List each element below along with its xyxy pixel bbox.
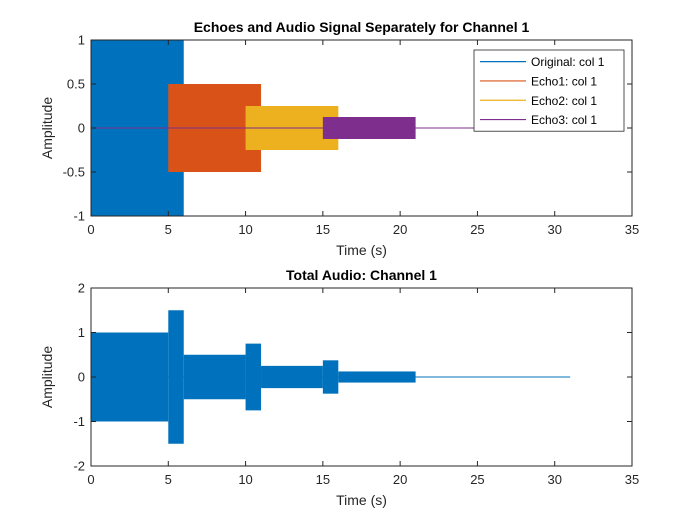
y-tick-label: -1: [73, 209, 85, 224]
x-tick-label: 0: [87, 472, 94, 487]
x-tick-label: 5: [165, 222, 172, 237]
signal-block: [245, 343, 262, 411]
x-axis-label: Time (s): [336, 492, 387, 508]
x-tick-label: 10: [238, 222, 252, 237]
signal-block: [322, 360, 339, 394]
x-tick-label: 35: [625, 222, 639, 237]
x-tick-label: 5: [165, 472, 172, 487]
x-tick-label: 35: [625, 472, 639, 487]
signal-block: [322, 117, 416, 139]
signal-block: [91, 332, 169, 422]
x-tick-label: 25: [470, 472, 484, 487]
y-axis-label: Amplitude: [39, 346, 55, 408]
x-axis-label: Time (s): [336, 242, 387, 258]
x-tick-label: 15: [316, 222, 330, 237]
y-tick-label: 1: [78, 33, 85, 48]
x-tick-label: 10: [238, 472, 252, 487]
legend-entry: Echo1: col 1: [531, 74, 597, 88]
signal-block: [338, 371, 416, 383]
x-tick-label: 30: [547, 222, 561, 237]
x-tick-label: 30: [547, 472, 561, 487]
chart-panel-2: 0 5 10 15 20 25 30 35 -2 -1 0 1 2 Total Audio: Channe…: [39, 267, 639, 508]
y-tick-label: 0: [78, 121, 85, 136]
legend-box: [473, 49, 625, 132]
chart-panel-1: 0 5 10 15 20 25 30 35 -1 -0.5 0 0.5 1 Echoes and Audi…: [39, 19, 639, 258]
y-tick-label: 0: [78, 370, 85, 385]
y-tick-label: 2: [78, 281, 85, 296]
chart-title: Echoes and Audio Signal Separately for C…: [194, 19, 530, 35]
y-axis-label: Amplitude: [39, 97, 55, 159]
y-tick-label: 1: [78, 325, 85, 340]
y-tick-label: -2: [73, 459, 85, 474]
y-tick-label: -1: [73, 414, 85, 429]
x-tick-label: 25: [470, 222, 484, 237]
series-1: [91, 310, 571, 444]
x-tick-label: 0: [87, 222, 94, 237]
signal-block: [168, 310, 184, 444]
legend-entry: Original: col 1: [531, 55, 605, 69]
y-tick-label: 0.5: [67, 77, 85, 92]
legend-entry: Echo2: col 1: [531, 94, 597, 108]
plot-marks: [91, 310, 571, 444]
y-tick-label: -0.5: [63, 165, 85, 180]
chart-title: Total Audio: Channel 1: [286, 267, 437, 283]
signal-block: [183, 354, 246, 400]
legend-entry: Echo3: col 1: [531, 113, 597, 127]
x-tick-label: 15: [316, 472, 330, 487]
signal-block: [261, 365, 323, 389]
x-tick-label: 20: [393, 222, 407, 237]
x-tick-label: 20: [393, 472, 407, 487]
plot-marks: [91, 40, 571, 216]
legend: Original: col 1 Echo1: col 1 Echo2: col 1 E…: [473, 49, 625, 132]
